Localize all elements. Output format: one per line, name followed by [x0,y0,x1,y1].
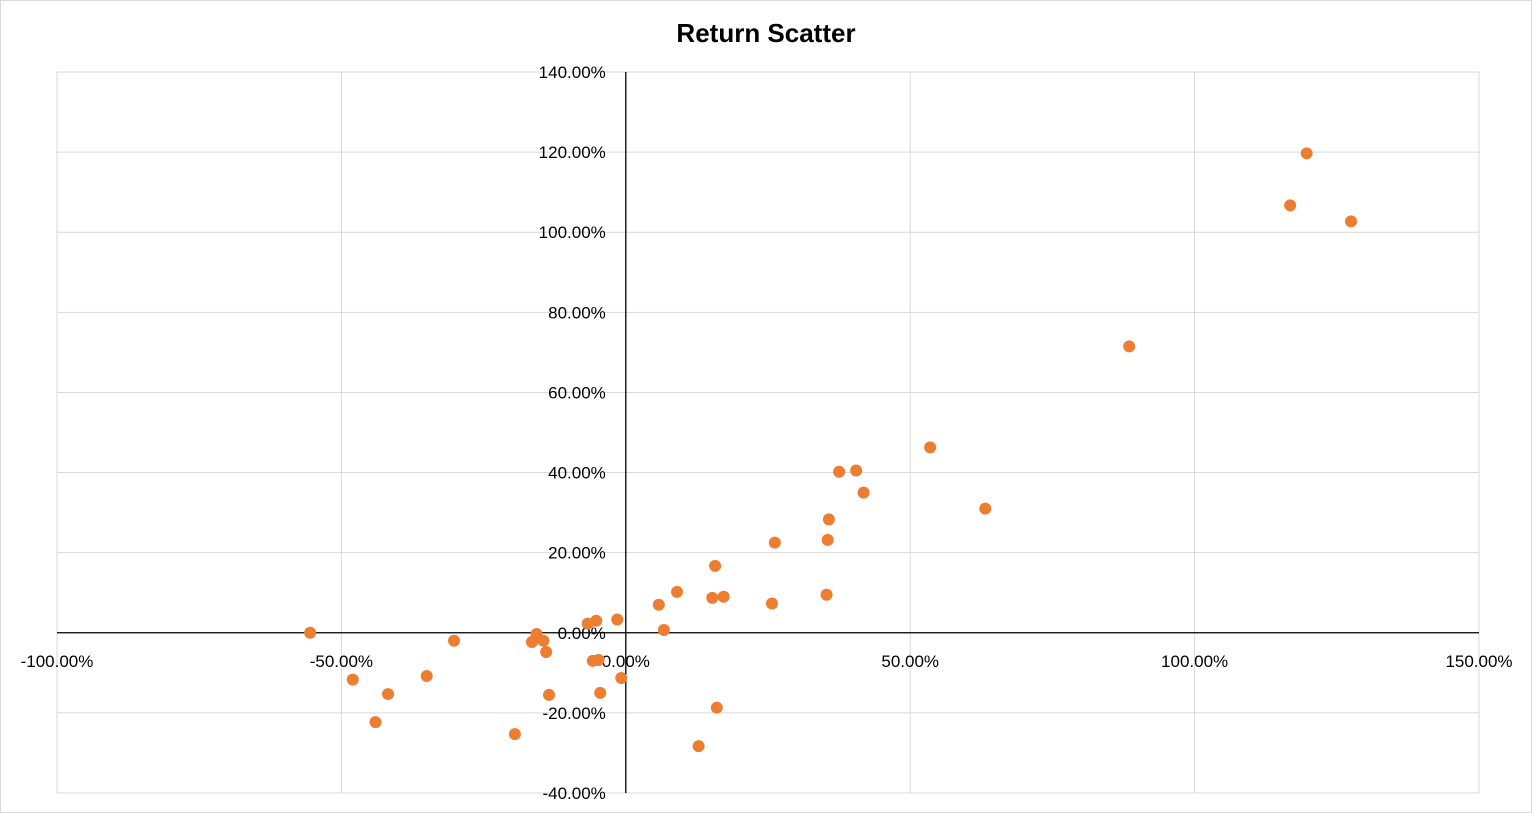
y-tick-label: 100.00% [539,223,606,242]
data-point [1345,215,1358,228]
data-point [540,646,553,659]
data-point [670,585,683,598]
data-point [615,672,628,685]
axes [57,72,1479,793]
data-point [979,502,992,515]
data-point [857,486,870,499]
data-point [692,740,705,753]
data-point [657,623,670,636]
y-tick-label: 80.00% [548,303,606,322]
y-tick-label: 120.00% [539,143,606,162]
x-tick-label: 50.00% [881,652,939,671]
data-point [768,536,781,549]
data-point [382,688,395,701]
y-tick-label: 60.00% [548,383,606,402]
data-point [850,464,863,477]
y-tick-label: 20.00% [548,544,606,563]
data-point [369,716,382,729]
y-tick-label: 140.00% [539,63,606,82]
x-tick-label: 100.00% [1161,652,1228,671]
gridlines [56,71,1480,794]
data-point [420,670,433,683]
data-point [1300,147,1313,160]
data-point [346,673,359,686]
data-point [1284,199,1297,212]
data-point [508,728,521,741]
data-point [820,588,833,601]
tick-labels: -100.00% -50.00% 0.00% 50.00% 100.00% 150.00%… [21,63,1513,803]
data-point [765,597,778,610]
data-point [537,634,550,647]
data-point [592,654,605,667]
data-point [709,559,722,572]
data-point [710,701,723,714]
data-point [924,441,937,454]
y-tick-label: -40.00% [542,784,605,803]
x-tick-label: -50.00% [310,652,373,671]
data-point [822,513,835,526]
data-points [304,147,1358,753]
data-point [717,590,730,603]
data-point [590,614,603,627]
chart-title: Return Scatter [676,18,855,48]
data-point [833,465,846,478]
x-tick-label: 0.00% [602,652,650,671]
y-tick-label: 0.00% [558,624,606,643]
data-point [448,634,461,647]
data-point [1123,340,1136,353]
data-point [594,686,607,699]
data-point [543,688,556,701]
x-tick-label: -100.00% [21,652,94,671]
data-point [706,591,719,604]
x-tick-label: 150.00% [1445,652,1512,671]
data-point [304,626,317,639]
y-tick-label: -20.00% [542,704,605,723]
data-point [821,533,834,546]
y-tick-label: 40.00% [548,464,606,483]
data-point [652,598,665,611]
data-point [611,613,624,626]
